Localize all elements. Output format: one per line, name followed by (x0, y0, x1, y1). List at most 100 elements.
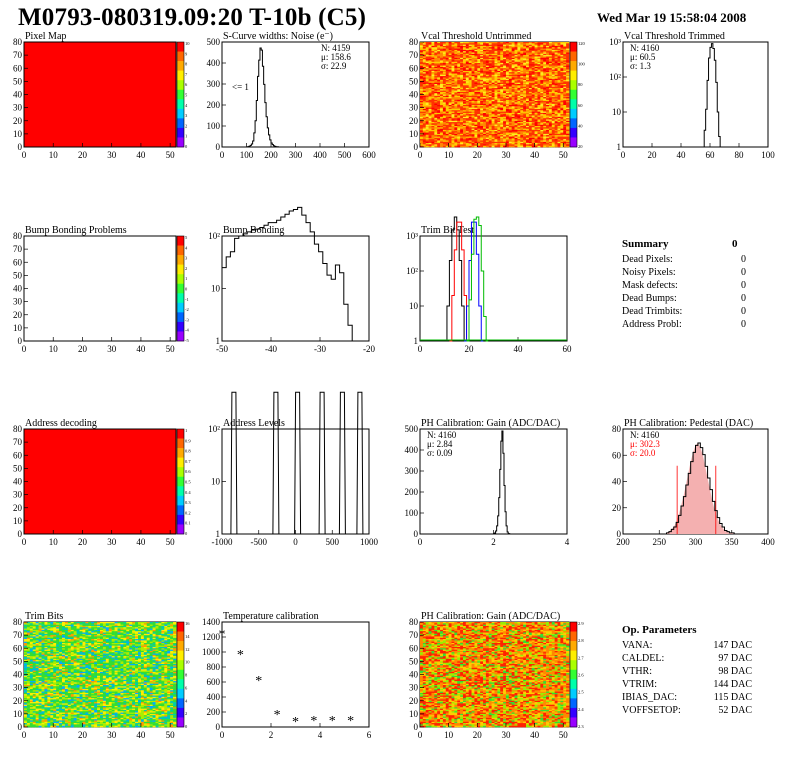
vcal-untrimmed-cell (420, 70, 424, 73)
vcal-untrimmed-cell (528, 74, 533, 77)
vcal-untrimmed-cell (485, 78, 490, 81)
vcal-untrimmed-cell (497, 51, 501, 53)
vcal-untrimmed-cell (460, 56, 464, 59)
vcal-untrimmed-cell (474, 69, 478, 72)
vcal-untrimmed-cell (494, 49, 498, 52)
vcal-untrimmed-cell (523, 49, 527, 52)
vcal-untrimmed-cell (420, 72, 424, 74)
vcal-untrimmed-cell (526, 124, 530, 127)
vcal-untrimmed-cell (517, 90, 521, 93)
pixel-map-xtick-label: 50 (166, 150, 176, 160)
vcal-untrimmed-cell (434, 68, 438, 70)
vcal-untrimmed-cell (442, 78, 447, 81)
vcal-untrimmed-cell (520, 82, 524, 85)
vcal-untrimmed-cell (451, 90, 455, 93)
vcal-untrimmed-cell (483, 52, 487, 55)
vcal-untrimmed-cell (503, 85, 507, 87)
vcal-untrimmed-cell (517, 120, 521, 123)
vcal-untrimmed-cell (540, 55, 544, 57)
vcal-untrimmed-xtick-label: 10 (444, 150, 454, 160)
vcal-untrimmed-cell (520, 144, 524, 146)
vcal-untrimmed-cell (445, 144, 449, 146)
vcal-untrimmed-cell (420, 98, 424, 101)
vcal-untrimmed-cell (448, 119, 452, 122)
vcal-untrimmed-cell (440, 111, 444, 114)
vcal-untrimmed-cell (483, 60, 487, 62)
vcal-untrimmed-cell (497, 78, 501, 81)
vcal-untrimmed-cell (451, 114, 455, 116)
vcal-untrimmed-cell (428, 101, 432, 103)
vcal-untrimmed-cell (503, 114, 507, 116)
vcal-untrimmed-cell (451, 57, 455, 60)
vcal-untrimmed-cell (534, 81, 538, 83)
vcal-untrimmed-cell (477, 127, 481, 129)
vcal-untrimmed-cell (442, 82, 447, 85)
vcal-untrimmed-cell (440, 57, 444, 60)
vcal-untrimmed-cell (537, 77, 541, 80)
vcal-untrimmed-cell (434, 42, 438, 44)
bump-problems-xtick-label: 30 (107, 344, 117, 354)
vcal-untrimmed-cell (454, 110, 458, 112)
vcal-untrimmed-cell (442, 89, 447, 91)
vcal-untrimmed-cell (497, 85, 501, 87)
vcal-untrimmed-cell (526, 112, 530, 115)
vcal-untrimmed-cell (531, 65, 535, 68)
vcal-untrimmed-cell (462, 42, 467, 44)
vcal-untrimmed-cell (485, 132, 490, 135)
vcal-untrimmed-cell (422, 87, 427, 90)
vcal-untrimmed-cell (440, 116, 444, 119)
vcal-untrimmed-cell (437, 139, 441, 141)
address-decoding-palette-tick: 0.3 (185, 500, 191, 505)
vcal-untrimmed-cell (520, 127, 524, 129)
vcal-untrimmed-cell (448, 68, 452, 70)
vcal-untrimmed-cell (511, 106, 515, 108)
vcal-untrimmed-cell (465, 101, 470, 103)
vcal-untrimmed-cell (514, 94, 518, 97)
vcal-untrimmed-cell (503, 80, 507, 82)
vcal-untrimmed-palette-tick: 80 (578, 82, 583, 87)
vcal-untrimmed-cell (451, 137, 455, 140)
address-decoding-palette-tick: 0.9 (185, 438, 191, 443)
vcal-untrimmed-cell (485, 81, 490, 83)
vcal-untrimmed-cell (505, 77, 510, 80)
vcal-untrimmed-cell (483, 98, 487, 101)
vcal-untrimmed-cell (420, 68, 424, 70)
vcal-untrimmed-cell (483, 74, 487, 77)
vcal-untrimmed-cell (537, 61, 541, 64)
vcal-untrimmed-cell (494, 59, 498, 61)
vcal-untrimmed-cell (448, 42, 452, 44)
vcal-untrimmed-cell (500, 129, 504, 132)
vcal-untrimmed-cell (517, 137, 521, 140)
vcal-untrimmed-cell (497, 116, 501, 119)
vcal-untrimmed-cell (477, 80, 481, 82)
vcal-untrimmed-cell (503, 97, 507, 99)
vcal-untrimmed-cell (457, 107, 461, 110)
vcal-untrimmed-cell (474, 74, 478, 77)
pixel-map-palette-swatch (177, 70, 184, 81)
vcal-untrimmed-cell (531, 82, 535, 85)
vcal-untrimmed-cell (454, 81, 458, 83)
ph-pedestal-title: PH Calibration: Pedestal (DAC) (624, 418, 753, 429)
vcal-untrimmed-cell (517, 94, 521, 97)
scurve-widths-ytick-label: 100 (207, 121, 221, 131)
vcal-untrimmed-cell (448, 48, 452, 51)
vcal-untrimmed-cell (526, 114, 530, 116)
vcal-untrimmed-cell (534, 72, 538, 74)
vcal-untrimmed-cell (483, 95, 487, 98)
vcal-untrimmed-cell (457, 63, 461, 65)
vcal-untrimmed-cell (514, 93, 518, 95)
vcal-untrimmed-cell (442, 49, 447, 52)
vcal-untrimmed-cell (488, 99, 492, 102)
vcal-untrimmed-cell (431, 82, 435, 85)
vcal-untrimmed-cell (448, 123, 452, 125)
vcal-untrimmed-cell (485, 118, 490, 120)
vcal-untrimmed-cell (420, 143, 424, 145)
vcal-untrimmed-palette-swatch (570, 99, 577, 110)
trim-bit-test-ytick-label: 10² (406, 266, 418, 276)
vcal-untrimmed-cell (437, 120, 441, 123)
vcal-untrimmed-cell (523, 63, 527, 65)
vcal-untrimmed-cell (431, 61, 435, 64)
vcal-untrimmed-cell (491, 127, 495, 129)
vcal-untrimmed-cell (437, 105, 441, 107)
vcal-untrimmed-cell (503, 144, 507, 146)
